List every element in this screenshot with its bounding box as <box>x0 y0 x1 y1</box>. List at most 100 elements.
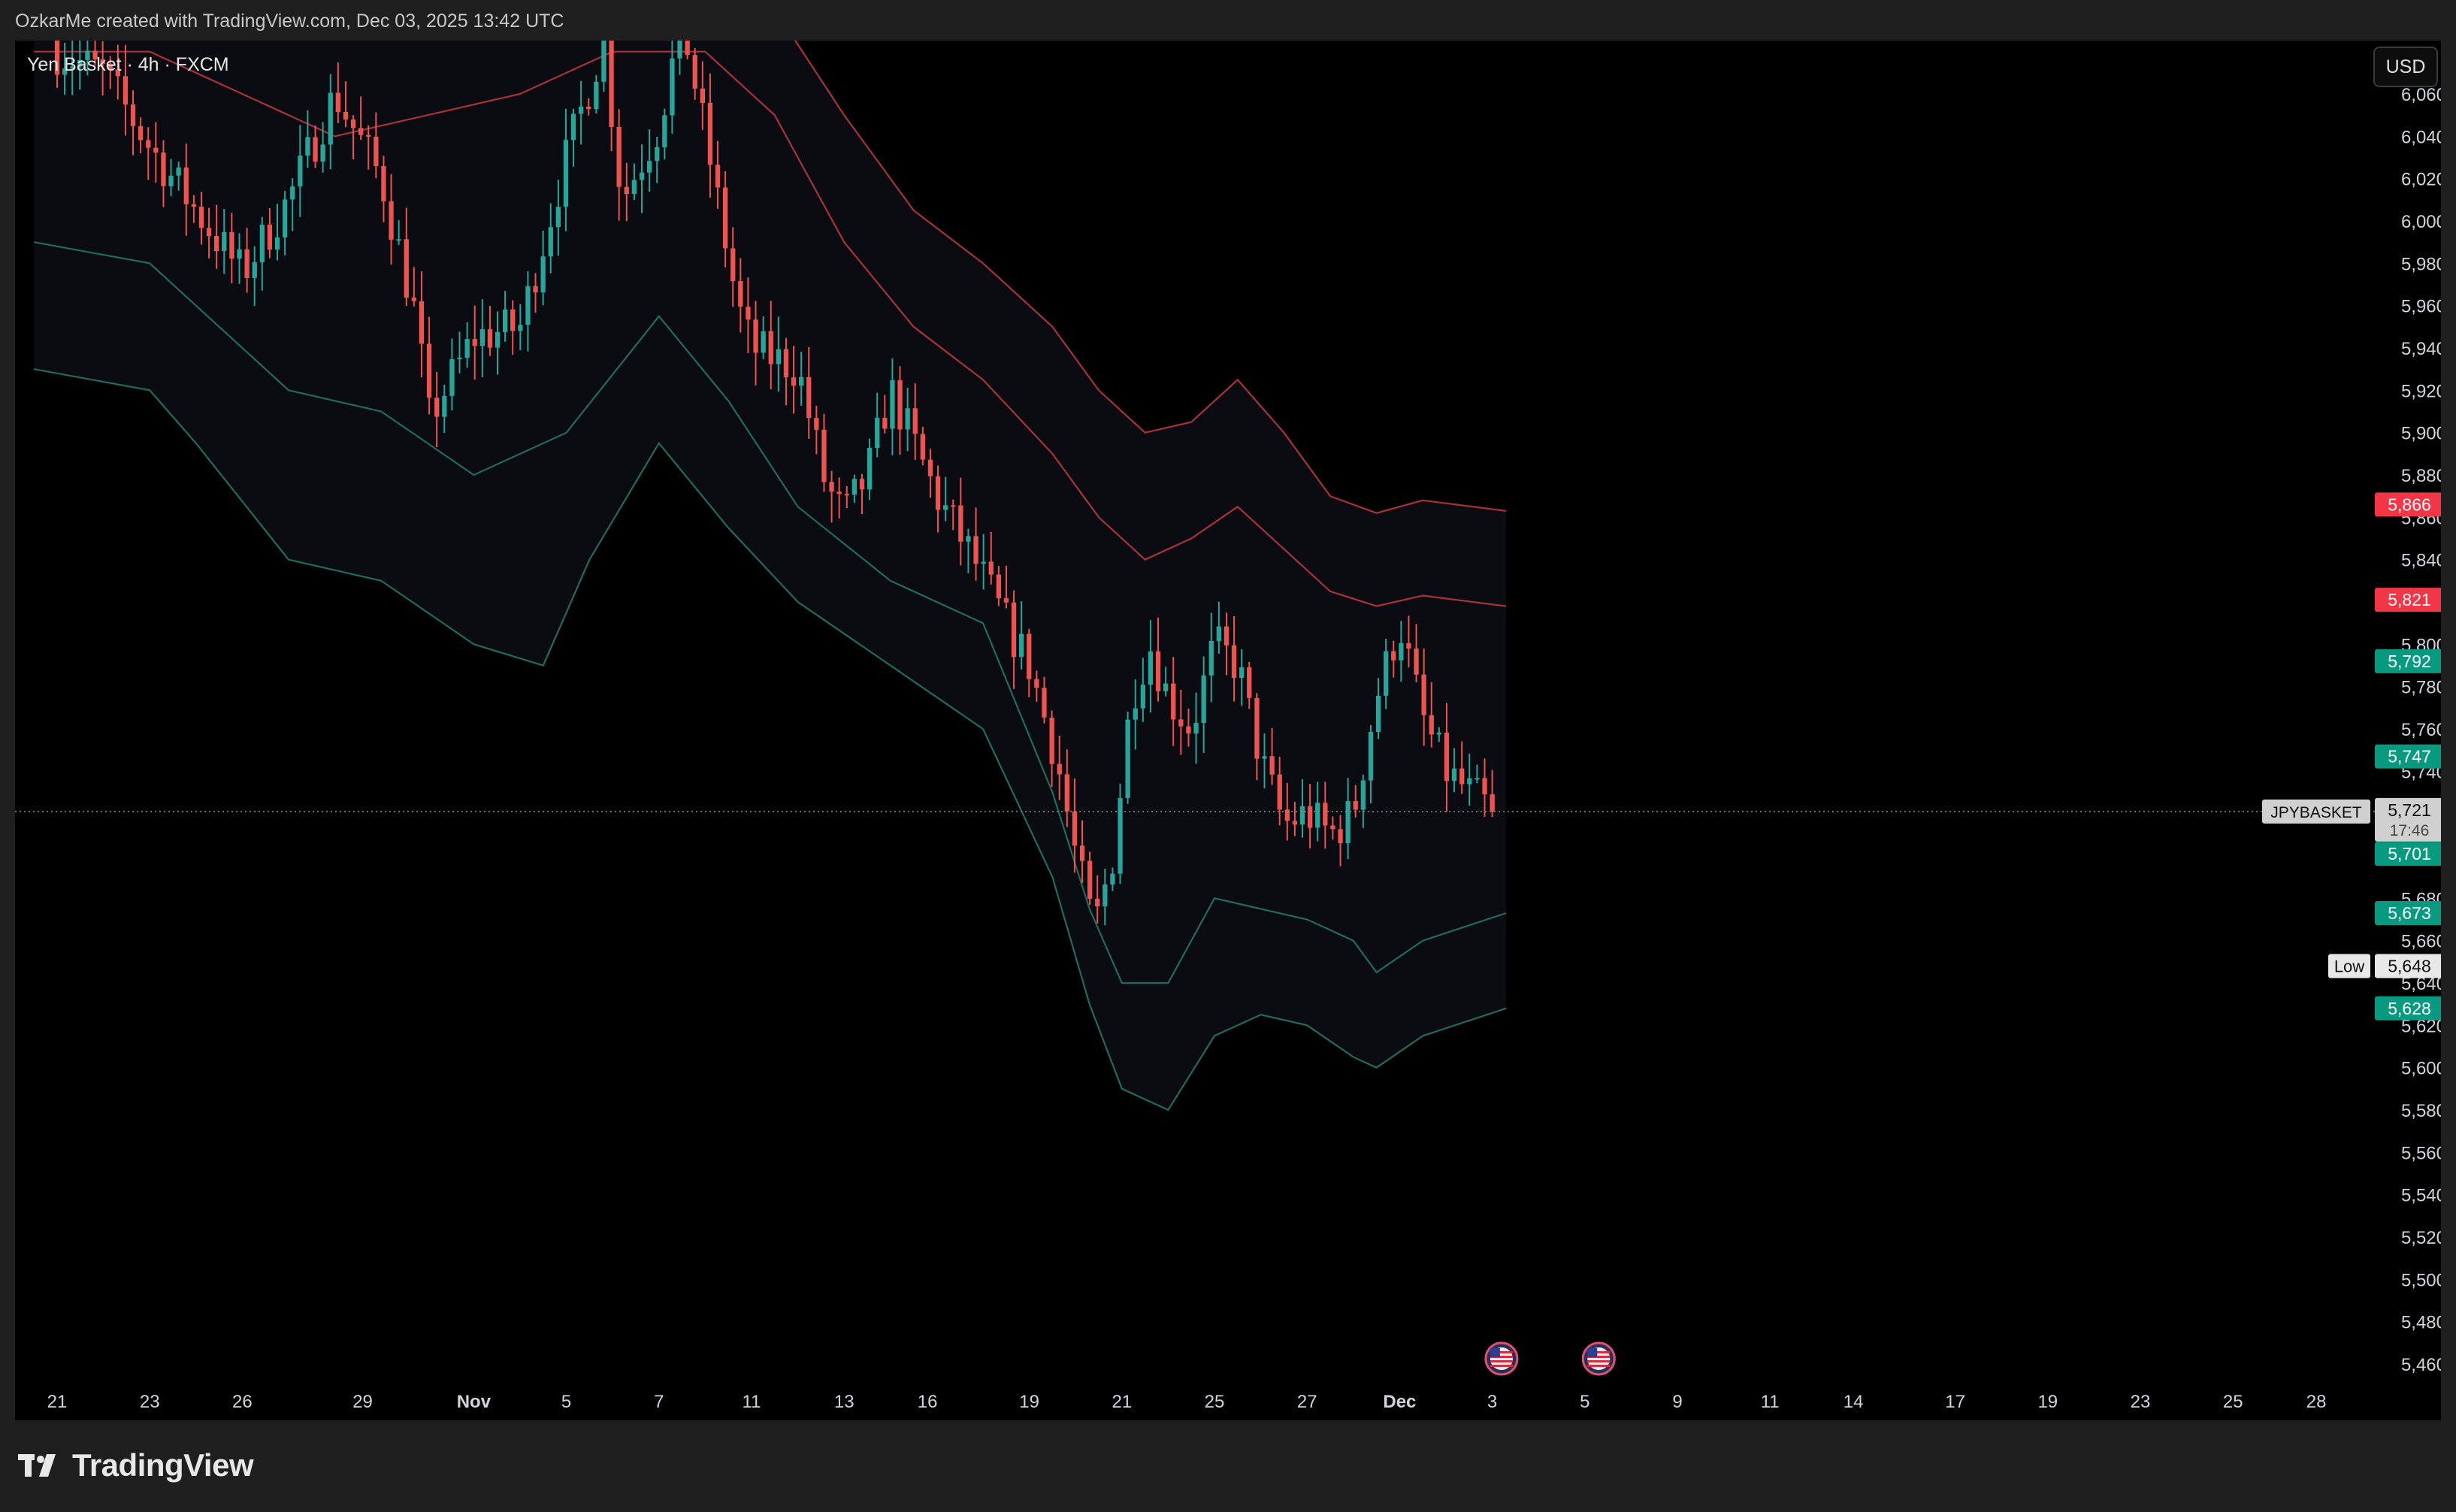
candle <box>1133 679 1138 750</box>
candle <box>153 122 159 183</box>
candle <box>434 371 440 447</box>
candle <box>1027 628 1032 697</box>
candle <box>624 162 629 222</box>
candle <box>70 41 75 95</box>
candle <box>768 301 773 390</box>
svg-text:5,747: 5,747 <box>2388 747 2431 767</box>
candle <box>1338 815 1343 866</box>
candle <box>343 81 349 128</box>
price-tick-label: 5,880 <box>2401 466 2441 486</box>
svg-text:5,866: 5,866 <box>2388 494 2431 514</box>
brand-name: TradingView <box>72 1447 254 1483</box>
price-tick-label: 5,660 <box>2401 932 2441 952</box>
candle <box>191 195 196 223</box>
candle <box>1353 785 1358 818</box>
candle <box>274 204 280 261</box>
candle <box>525 271 531 352</box>
price-label: 5,648 <box>2375 954 2441 978</box>
time-tick-label: 19 <box>2037 1392 2058 1412</box>
svg-text:Low: Low <box>2334 957 2364 975</box>
candle <box>981 534 986 590</box>
candle <box>366 125 371 170</box>
candle <box>791 346 797 414</box>
candle <box>1155 617 1161 702</box>
candle <box>753 301 758 386</box>
candle <box>396 220 401 245</box>
candle <box>1193 692 1199 764</box>
candle <box>1323 782 1328 849</box>
candle <box>1125 712 1130 804</box>
candle <box>1384 639 1389 709</box>
candle <box>1011 590 1017 689</box>
price-label: 5,821 <box>2375 588 2441 612</box>
price-tick-label: 5,840 <box>2401 551 2441 571</box>
price-tick-label: 5,500 <box>2401 1270 2441 1290</box>
time-tick-label: 29 <box>352 1392 373 1412</box>
candle <box>920 426 925 466</box>
candle <box>1299 779 1305 838</box>
last-price-tag: JPYBASKET 5,721 17:46 <box>2262 797 2441 842</box>
price-tick-label: 5,940 <box>2401 339 2441 359</box>
time-tick-label: 23 <box>140 1392 160 1412</box>
price-tick-label: 5,540 <box>2401 1186 2441 1206</box>
candle <box>206 207 212 259</box>
candle <box>1345 777 1350 860</box>
price-axis[interactable]: 6,060 6,040 6,020 6,000 5,980 5,960 5,940 5,920… <box>2401 85 2441 1375</box>
price-label: 5,628 <box>2375 996 2441 1021</box>
candle <box>806 346 812 440</box>
candle <box>229 213 234 283</box>
candle <box>389 174 394 265</box>
candle <box>449 338 455 411</box>
candle <box>130 90 136 156</box>
candle <box>283 191 288 256</box>
price-tick-label: 5,760 <box>2401 720 2441 740</box>
symbol-title[interactable]: Yen Basket · 4h · FXCM <box>27 54 229 75</box>
candle <box>62 42 68 95</box>
chart-caption: OzkarMe created with TradingView.com, De… <box>15 11 564 32</box>
candle <box>662 108 667 160</box>
candle <box>1308 784 1313 848</box>
candle <box>700 61 705 130</box>
candle <box>1490 770 1495 818</box>
economic-events[interactable] <box>1484 1341 1616 1376</box>
candle <box>122 44 129 136</box>
candle <box>730 227 736 307</box>
candle <box>670 41 675 134</box>
currency-button[interactable]: USD <box>2373 47 2438 87</box>
candle <box>958 477 963 566</box>
time-tick-label: 14 <box>1844 1392 1864 1412</box>
candle <box>1178 689 1184 755</box>
candle <box>1436 727 1441 742</box>
candle <box>1444 703 1450 812</box>
candle <box>419 271 425 378</box>
candle <box>252 246 257 306</box>
time-tick-label: 13 <box>834 1392 854 1412</box>
candle <box>1414 624 1419 683</box>
time-tick-label: 19 <box>1019 1392 1039 1412</box>
candle <box>1391 640 1396 678</box>
candle <box>138 117 144 153</box>
time-axis[interactable]: 21 23 26 29 Nov 5 7 11 13 16 19 21 25 27 Dec 3 5 9 11 14 17 1… <box>47 1392 2327 1412</box>
candle <box>313 125 318 168</box>
candle <box>510 300 516 355</box>
svg-text:5,673: 5,673 <box>2388 903 2431 923</box>
candle <box>1406 615 1411 668</box>
candlestick-chart[interactable]: 6,060 6,040 6,020 6,000 5,980 5,960 5,940 5,920… <box>15 41 2441 1420</box>
candle <box>814 405 819 455</box>
candle <box>374 112 379 179</box>
candle <box>594 74 599 113</box>
us-flag-event-icon[interactable] <box>1484 1341 1519 1376</box>
candle <box>222 209 227 274</box>
chart-area[interactable]: 6,060 6,040 6,020 6,000 5,980 5,960 5,940 5,920… <box>15 41 2441 1420</box>
us-flag-event-icon[interactable] <box>1581 1341 1616 1376</box>
time-tick-label: 21 <box>1112 1392 1132 1412</box>
price-tick-label: 5,780 <box>2401 678 2441 698</box>
band-upper-inner-line <box>34 50 1507 607</box>
price-tick-label: 5,580 <box>2401 1101 2441 1121</box>
candle <box>1475 764 1480 784</box>
candle <box>1049 710 1054 788</box>
candle <box>320 122 325 173</box>
candle <box>723 171 728 268</box>
candle <box>533 273 538 313</box>
price-tick-label: 5,480 <box>2401 1313 2441 1333</box>
